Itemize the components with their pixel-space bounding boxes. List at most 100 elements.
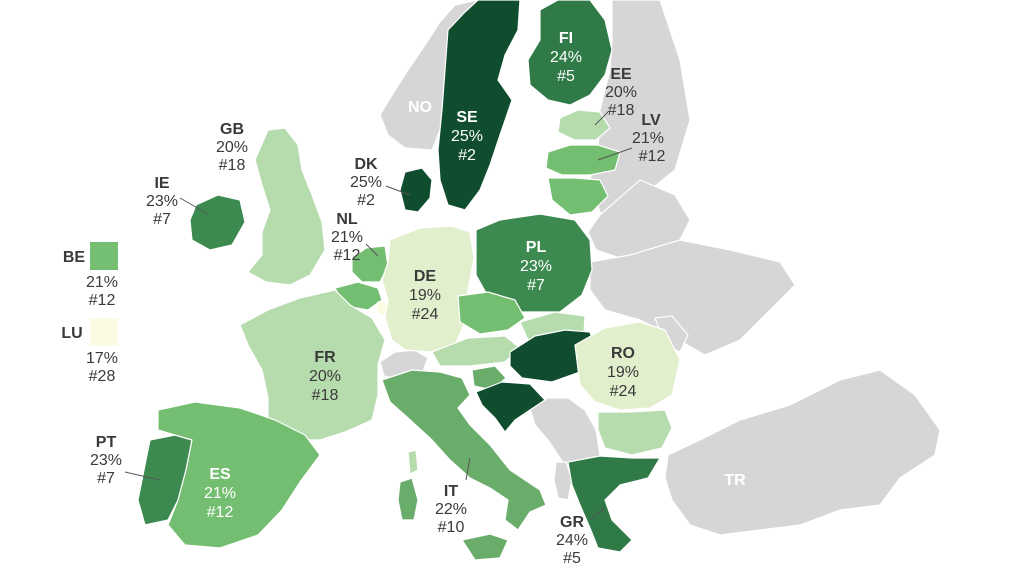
- label-gr-value: 24%: [556, 532, 588, 549]
- label-de-code: DE: [414, 268, 437, 285]
- country-shape-fi: [527, 0, 613, 106]
- legend-swatch-lu: [90, 318, 118, 346]
- label-se-code: SE: [456, 109, 478, 126]
- label-ee-code: EE: [610, 66, 632, 83]
- label-tr: TR: [724, 472, 746, 489]
- legend-lu-code: LU: [61, 325, 82, 342]
- leader-line-dk: [385, 185, 411, 196]
- label-ee-value: 20%: [605, 84, 637, 101]
- label-fi-code: FI: [559, 30, 573, 47]
- label-fr-value: 20%: [309, 368, 341, 385]
- label-ie-value: 23%: [146, 193, 178, 210]
- label-pl-value: 23%: [520, 258, 552, 275]
- country-shape-fr: [239, 289, 386, 441]
- label-fr-rank: #18: [312, 387, 339, 404]
- label-ee-rank: #18: [608, 102, 635, 119]
- label-es: ES 21% #12: [204, 466, 236, 521]
- label-gb-rank: #18: [219, 157, 246, 174]
- label-dk-rank: #2: [357, 192, 375, 209]
- label-it-value: 22%: [435, 501, 467, 518]
- label-lv: LV 21% #12: [632, 112, 665, 165]
- country-shape-se: [437, 0, 521, 211]
- country-shape-lv: [545, 144, 621, 176]
- legend-lu-rank: #28: [89, 368, 116, 385]
- label-pt-code: PT: [96, 434, 117, 451]
- country-shape-cz: [457, 291, 526, 335]
- label-gr: GR 24% #5: [556, 514, 588, 567]
- legend-swatch-be: [90, 242, 118, 270]
- label-it-code: IT: [444, 483, 458, 500]
- country-shape-turkey: [664, 369, 941, 536]
- label-es-value: 21%: [204, 485, 236, 502]
- label-se: SE 25% #2: [451, 109, 483, 164]
- label-nl-code: NL: [336, 211, 358, 228]
- label-nl-value: 21%: [331, 229, 363, 246]
- label-dk-code: DK: [354, 156, 378, 173]
- label-gr-rank: #5: [563, 550, 581, 567]
- label-ro-code: RO: [611, 345, 635, 362]
- leader-line-gr: [589, 507, 606, 521]
- label-nl-rank: #12: [334, 247, 361, 264]
- country-shape-it-sardinia: [397, 477, 419, 521]
- label-gb-code: GB: [220, 121, 244, 138]
- label-pl: PL 23% #7: [520, 239, 552, 294]
- label-fi-value: 24%: [550, 49, 582, 66]
- label-ie-code: IE: [154, 175, 169, 192]
- country-shape-es: [157, 401, 321, 549]
- label-fr-code: FR: [314, 349, 336, 366]
- legend-lu-value: 17%: [86, 350, 118, 367]
- country-shape-fr-corsica: [407, 449, 419, 475]
- label-it-rank: #10: [438, 519, 465, 536]
- label-de: DE 19% #24: [409, 268, 441, 323]
- legend-item-be: BE 21% #12: [63, 249, 118, 309]
- label-fi: FI 24% #5: [550, 30, 582, 85]
- leader-line-lv: [597, 147, 633, 161]
- label-ee: EE 20% #18: [605, 66, 637, 119]
- label-ro-rank: #24: [610, 383, 637, 400]
- label-it: IT 22% #10: [435, 483, 467, 536]
- label-ie-rank: #7: [153, 211, 171, 228]
- country-shape-gb: [247, 127, 326, 286]
- label-lv-rank: #12: [639, 148, 666, 165]
- label-pt-value: 23%: [90, 452, 122, 469]
- legend-item-lu: LU 17% #28: [61, 325, 118, 385]
- label-se-rank: #2: [458, 147, 476, 164]
- label-de-value: 19%: [409, 287, 441, 304]
- country-shape-it-sicily: [461, 533, 509, 561]
- leader-line-ee: [594, 111, 609, 126]
- leader-line-it: [465, 457, 471, 481]
- label-gb-value: 20%: [216, 139, 248, 156]
- country-shape-ro: [574, 321, 681, 411]
- label-gb: GB 20% #18: [216, 121, 248, 174]
- country-shape-ee: [557, 109, 611, 141]
- label-ie: IE 23% #7: [146, 175, 178, 228]
- label-gr-code: GR: [560, 514, 584, 531]
- country-shape-dk: [399, 167, 433, 213]
- country-shape-bg: [597, 409, 673, 456]
- label-fr: FR 20% #18: [309, 349, 341, 404]
- label-fi-rank: #5: [557, 68, 575, 85]
- country-shape-it: [381, 369, 547, 531]
- label-pl-code: PL: [526, 239, 547, 256]
- leader-line-ie: [179, 197, 209, 215]
- label-lv-code: LV: [641, 112, 661, 129]
- country-shape-lt: [547, 177, 609, 216]
- country-shape-albania: [553, 461, 573, 501]
- label-nl: NL 21% #12: [331, 211, 363, 264]
- country-shape-hr: [475, 381, 546, 433]
- legend-be-value: 21%: [86, 274, 118, 291]
- leader-line-nl: [365, 243, 379, 257]
- label-tr-code: TR: [724, 472, 746, 489]
- label-es-code: ES: [209, 466, 231, 483]
- leader-line-pt: [124, 471, 161, 481]
- label-no-code: NO: [408, 99, 432, 116]
- label-dk: DK 25% #2: [350, 156, 382, 209]
- label-pl-rank: #7: [527, 277, 545, 294]
- label-ro: RO 19% #24: [607, 345, 639, 400]
- label-no: NO: [408, 99, 432, 116]
- country-shape-ukraine: [589, 239, 796, 356]
- label-lv-value: 21%: [632, 130, 664, 147]
- label-de-rank: #24: [412, 306, 439, 323]
